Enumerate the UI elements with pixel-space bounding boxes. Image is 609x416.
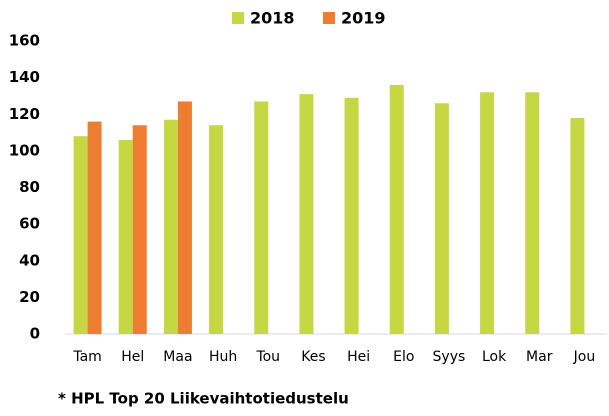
- y-tick-label: 160: [9, 32, 40, 50]
- bar: [434, 103, 449, 334]
- x-tick-label: Huh: [209, 349, 237, 365]
- y-tick-label: 120: [9, 105, 40, 123]
- bar: [570, 117, 585, 334]
- bar: [209, 125, 224, 334]
- x-tick-label: Syys: [433, 349, 466, 365]
- bar: [299, 94, 314, 334]
- legend-swatch: [232, 12, 244, 24]
- bar: [163, 119, 178, 335]
- x-tick-label: Lok: [482, 349, 507, 365]
- y-tick-label: 100: [9, 141, 40, 159]
- x-tick-label: Jou: [573, 349, 596, 365]
- bar: [344, 97, 359, 334]
- legend-label: 2018: [250, 9, 295, 28]
- x-tick-label: Tou: [255, 349, 280, 365]
- x-tick-label: Hei: [347, 349, 370, 365]
- y-tick-label: 40: [19, 251, 40, 269]
- y-tick-label: 0: [30, 325, 40, 343]
- legend-label: 2019: [341, 9, 386, 28]
- y-tick-label: 60: [19, 215, 40, 233]
- bar: [87, 121, 102, 334]
- bar: [254, 101, 269, 335]
- bar: [525, 92, 540, 335]
- y-tick-label: 80: [19, 178, 40, 196]
- y-tick-label: 140: [9, 68, 40, 86]
- bar: [389, 84, 404, 334]
- x-tick-label: Maa: [163, 349, 192, 365]
- bar: [73, 136, 88, 334]
- x-tick-label: Mar: [526, 349, 553, 365]
- footnote: * HPL Top 20 Liikevaihtotiedustelu: [58, 390, 349, 408]
- bar: [118, 139, 133, 334]
- x-tick-label: Hel: [121, 349, 144, 365]
- x-tick-label: Elo: [393, 349, 414, 365]
- legend-swatch: [323, 12, 335, 24]
- x-tick-label: Kes: [301, 349, 325, 365]
- y-tick-label: 20: [19, 288, 40, 306]
- bar: [480, 92, 495, 335]
- bar: [177, 101, 192, 335]
- bar: [132, 125, 147, 334]
- x-tick-label: Tam: [72, 349, 101, 365]
